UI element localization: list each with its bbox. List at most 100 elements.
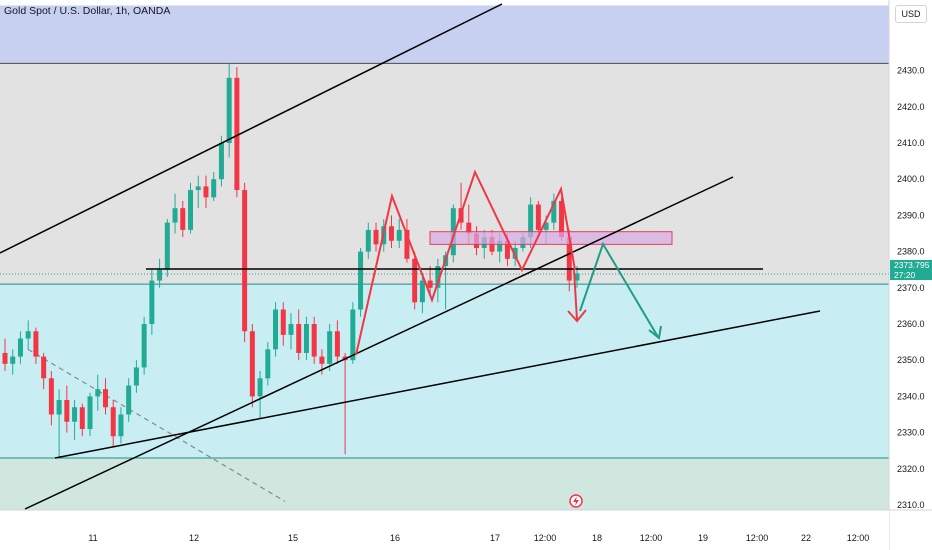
candle-body: [172, 208, 178, 223]
candle-body: [126, 385, 132, 415]
candle: [41, 352, 47, 390]
candle: [257, 371, 263, 419]
candle-body: [234, 77, 240, 191]
candle: [126, 378, 132, 422]
candle: [72, 400, 78, 440]
double-top-pattern-path: [355, 169, 576, 356]
candle-body: [33, 331, 39, 357]
candle: [358, 247, 364, 317]
bottom-zone: [0, 457, 889, 510]
x-tick-label: 15: [288, 533, 298, 543]
candle-body: [95, 389, 101, 397]
candle-body: [543, 222, 549, 230]
candle-body: [211, 179, 217, 198]
candle: [404, 219, 410, 263]
candle: [412, 251, 418, 310]
x-tick-label: 12: [189, 533, 199, 543]
x-tick-label: 12:00: [847, 533, 870, 543]
candle: [172, 193, 178, 234]
candle-body: [203, 186, 209, 198]
candle-body: [56, 400, 62, 415]
candle: [149, 269, 155, 335]
x-tick-label: 12:00: [746, 533, 769, 543]
candle: [535, 200, 541, 234]
currency-button[interactable]: USD: [895, 5, 927, 23]
candle-body: [110, 407, 116, 437]
candle-body: [311, 324, 317, 357]
candle: [33, 327, 39, 364]
countdown-label: 27:20: [894, 270, 916, 280]
candle: [87, 392, 93, 437]
candle: [56, 389, 62, 458]
candle-body: [149, 280, 155, 324]
candle-body: [303, 324, 309, 353]
y-tick-label: 2360.0: [897, 319, 925, 329]
x-tick-label: 16: [390, 533, 400, 543]
candle: [141, 316, 147, 375]
x-tick-label: 11: [88, 533, 97, 543]
red-down-arrow: [573, 269, 578, 321]
green-projection-arrow: [579, 241, 659, 338]
middle-zone: [0, 63, 889, 285]
y-tick-label: 2320.0: [897, 464, 925, 474]
candle-body: [257, 378, 263, 397]
candle: [17, 331, 23, 364]
red-arrow-head: [567, 309, 587, 323]
candle-body: [419, 280, 425, 303]
dashed-trendline: [27, 348, 286, 502]
candle-body: [365, 229, 371, 252]
candle-body: [188, 190, 194, 230]
candle-body: [133, 367, 139, 386]
candle: [10, 349, 16, 375]
candle: [95, 374, 101, 411]
green-arrow-head: [648, 325, 662, 340]
candle-body: [396, 229, 402, 241]
candle: [396, 219, 402, 248]
candle: [133, 360, 139, 393]
candle: [118, 407, 124, 444]
candle-body: [265, 349, 271, 379]
rising-trendline: [24, 176, 734, 510]
candle-body: [87, 396, 93, 429]
x-tick-label: 17: [490, 533, 500, 543]
resistance-box: [429, 231, 673, 245]
last-price-badge: 2373.795 27:20: [890, 260, 932, 280]
candle: [334, 320, 340, 364]
candle-body: [528, 204, 534, 238]
candle-body: [141, 324, 147, 368]
candle: [25, 320, 31, 350]
lower-trendline: [54, 310, 821, 459]
candle: [249, 324, 255, 408]
candle: [296, 309, 302, 361]
candle: [427, 266, 433, 296]
y-tick-label: 2330.0: [897, 428, 925, 438]
y-tick-label: 2430.0: [897, 66, 925, 76]
candle: [280, 302, 286, 346]
candle-body: [504, 240, 510, 259]
y-tick-label: 2390.0: [897, 210, 925, 220]
candle-body: [350, 309, 356, 361]
y-tick-label: 2310.0: [897, 500, 925, 510]
candle-body: [249, 331, 255, 397]
candle: [365, 222, 371, 259]
candle: [373, 222, 379, 252]
candle-body: [118, 414, 124, 437]
upper-zone: [0, 5, 889, 64]
candle: [265, 342, 271, 386]
candle-body: [435, 266, 441, 288]
candle-body: [48, 378, 54, 415]
candle: [64, 385, 70, 433]
x-tick-label: 12:00: [534, 533, 557, 543]
y-tick-label: 2410.0: [897, 138, 925, 148]
candle: [311, 316, 317, 364]
candle: [419, 273, 425, 314]
upper-channel-trendline: [0, 3, 503, 254]
candle-body: [373, 229, 379, 245]
candle: [551, 193, 557, 230]
candle-body: [559, 200, 565, 238]
candle-body: [466, 222, 472, 234]
candle: [203, 175, 209, 209]
candle-body: [512, 247, 518, 259]
